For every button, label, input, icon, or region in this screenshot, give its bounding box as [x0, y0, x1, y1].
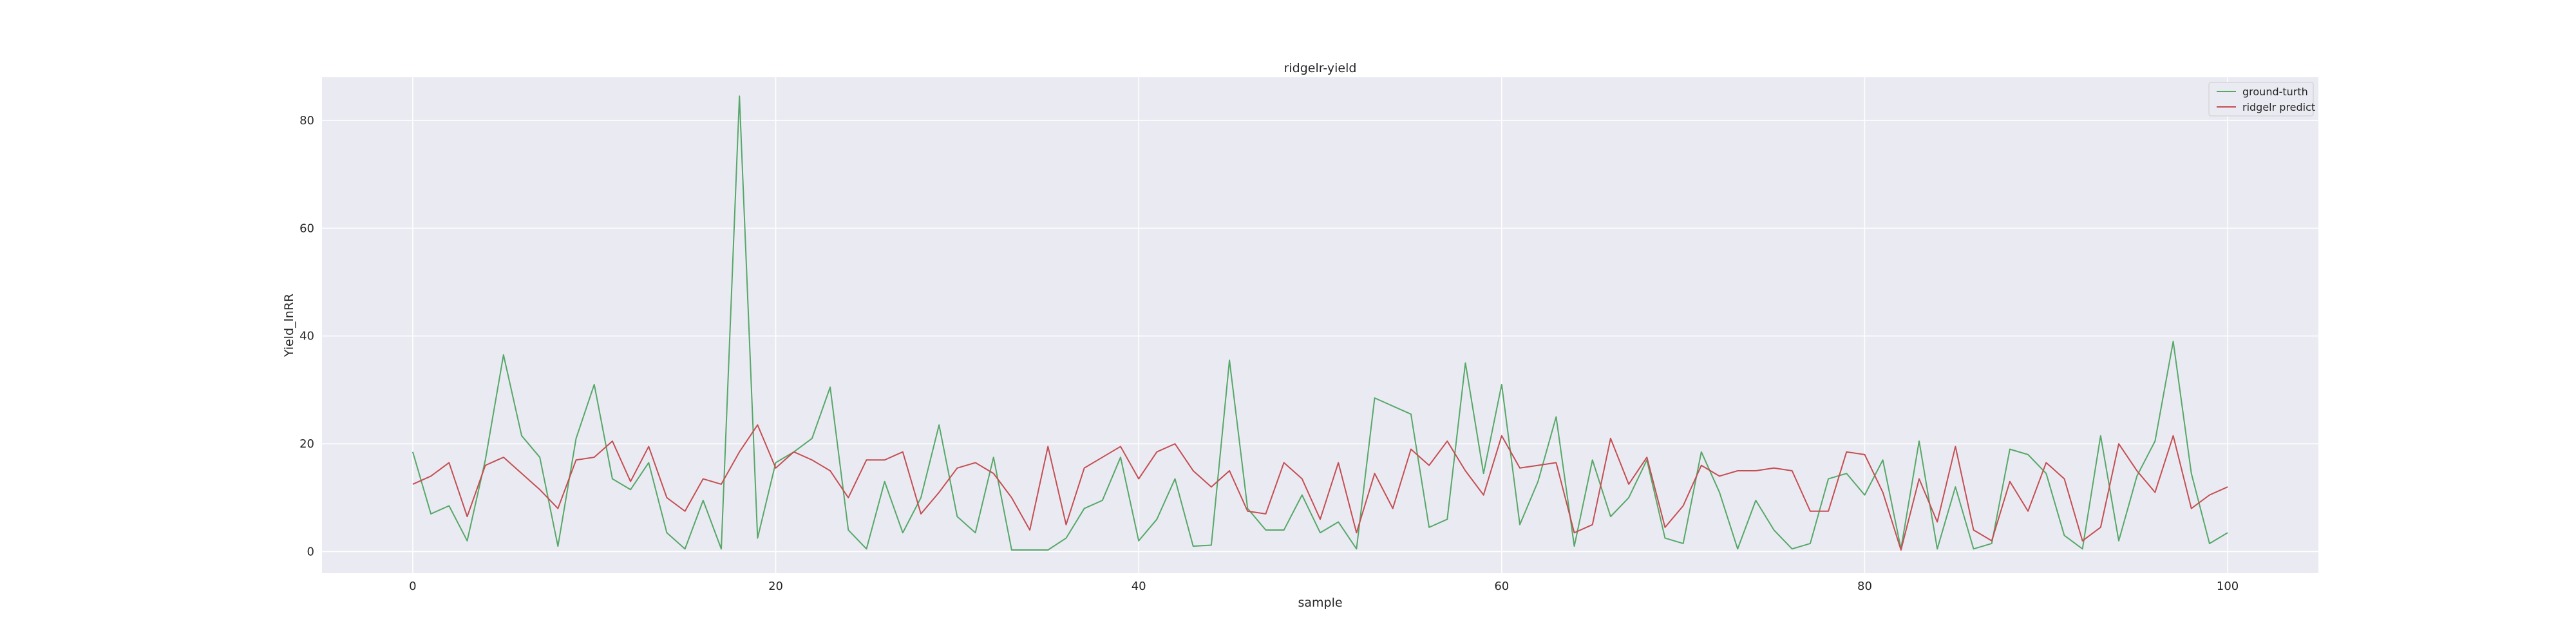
y-tick-label: 20	[299, 437, 314, 451]
x-tick-label: 40	[1132, 580, 1146, 593]
x-tick-label: 20	[768, 580, 783, 593]
x-tick-label: 60	[1494, 580, 1509, 593]
plot-area	[322, 77, 2318, 573]
y-axis-label: Yield_lnRR	[282, 294, 296, 357]
series-line-ground-turth	[412, 95, 2228, 551]
y-tick-label: 80	[299, 114, 314, 128]
legend: ground-turth ridgelr predict	[2208, 82, 2315, 117]
x-gridlines	[412, 77, 2228, 573]
y-gridlines	[322, 120, 2318, 553]
chart-title: ridgelr-yield	[1284, 61, 1357, 75]
series-layer	[412, 95, 2228, 551]
x-tick-labels: 0 20 40 60 80 100	[409, 580, 2239, 593]
y-tick-label: 60	[299, 222, 314, 235]
y-tick-label: 40	[299, 330, 314, 343]
x-tick-label: 100	[2217, 580, 2239, 593]
x-axis-label: sample	[1298, 596, 1342, 610]
x-tick-label: 80	[1857, 580, 1872, 593]
y-tick-label: 0	[307, 545, 314, 559]
legend-label-ground-turth: ground-turth	[2242, 86, 2308, 98]
x-tick-label: 0	[409, 580, 416, 593]
series-line-ridgelr-predict	[412, 424, 2228, 551]
legend-label-ridgelr-predict: ridgelr predict	[2242, 101, 2315, 113]
y-tick-labels: 0 20 40 60 80	[299, 114, 314, 559]
